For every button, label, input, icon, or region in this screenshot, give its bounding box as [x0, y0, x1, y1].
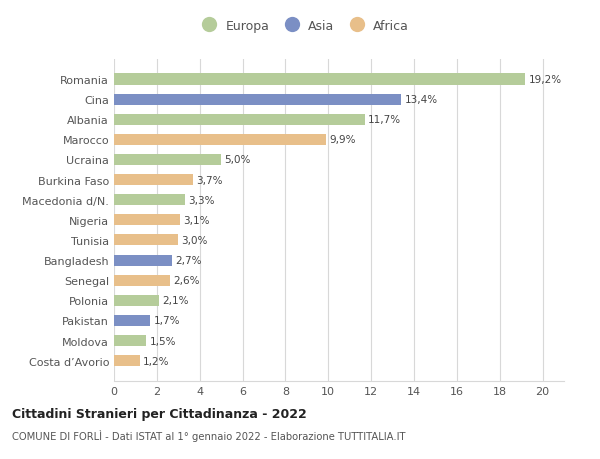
Text: 19,2%: 19,2% — [529, 75, 562, 85]
Bar — [114, 155, 221, 166]
Bar — [114, 74, 526, 85]
Text: 11,7%: 11,7% — [368, 115, 401, 125]
Text: 2,6%: 2,6% — [173, 275, 199, 285]
Text: 13,4%: 13,4% — [404, 95, 437, 105]
Text: 1,2%: 1,2% — [143, 356, 169, 366]
Text: 9,9%: 9,9% — [329, 135, 356, 145]
Text: 5,0%: 5,0% — [224, 155, 251, 165]
Text: 3,7%: 3,7% — [197, 175, 223, 185]
Bar — [114, 255, 172, 266]
Text: Cittadini Stranieri per Cittadinanza - 2022: Cittadini Stranieri per Cittadinanza - 2… — [12, 407, 307, 420]
Bar — [114, 215, 181, 226]
Bar — [114, 114, 365, 125]
Bar — [114, 235, 178, 246]
Bar — [114, 195, 185, 206]
Text: 1,7%: 1,7% — [154, 316, 180, 326]
Bar — [114, 355, 140, 366]
Bar — [114, 174, 193, 186]
Text: 2,7%: 2,7% — [175, 256, 202, 265]
Text: 3,3%: 3,3% — [188, 195, 214, 205]
Text: 3,1%: 3,1% — [184, 215, 210, 225]
Legend: Europa, Asia, Africa: Europa, Asia, Africa — [192, 15, 414, 38]
Bar — [114, 134, 326, 146]
Text: 3,0%: 3,0% — [182, 235, 208, 246]
Bar — [114, 95, 401, 106]
Bar — [114, 295, 159, 306]
Bar — [114, 315, 151, 326]
Bar — [114, 275, 170, 286]
Text: COMUNE DI FORLÌ - Dati ISTAT al 1° gennaio 2022 - Elaborazione TUTTITALIA.IT: COMUNE DI FORLÌ - Dati ISTAT al 1° genna… — [12, 429, 406, 441]
Bar — [114, 335, 146, 346]
Text: 1,5%: 1,5% — [149, 336, 176, 346]
Text: 2,1%: 2,1% — [162, 296, 189, 306]
